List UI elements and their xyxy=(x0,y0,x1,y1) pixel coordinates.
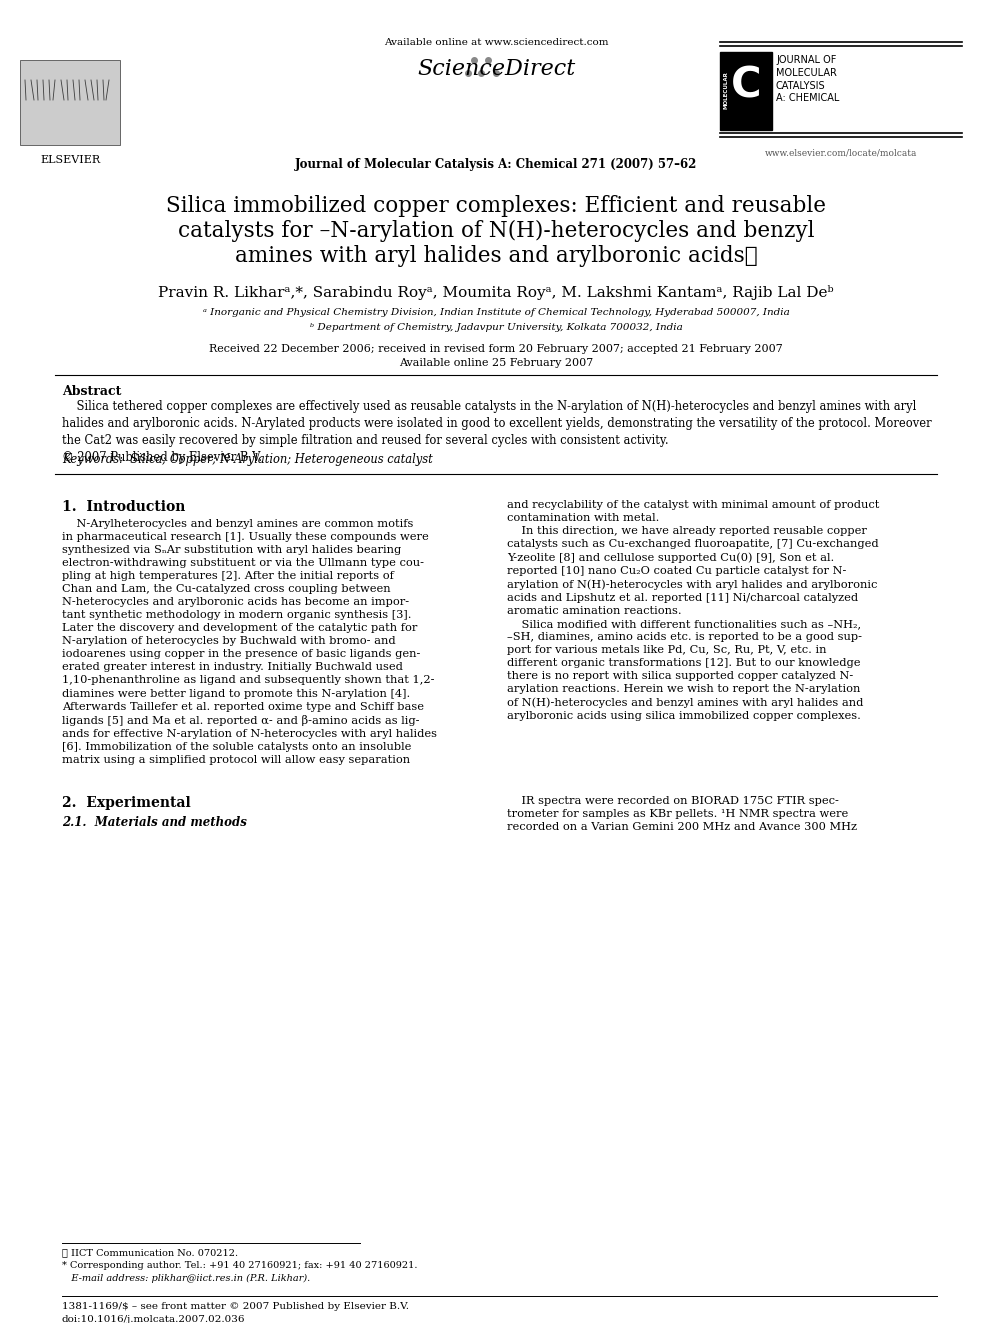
Text: 2.  Experimental: 2. Experimental xyxy=(62,796,190,810)
Text: 1.  Introduction: 1. Introduction xyxy=(62,500,186,515)
Text: Silica immobilized copper complexes: Efficient and reusable: Silica immobilized copper complexes: Eff… xyxy=(166,194,826,217)
Text: Silica tethered copper complexes are effectively used as reusable catalysts in t: Silica tethered copper complexes are eff… xyxy=(62,400,931,464)
Text: Available online at www.sciencedirect.com: Available online at www.sciencedirect.co… xyxy=(384,38,608,48)
Text: Keywords:  Silica; Copper; N-Arylation; Heterogeneous catalyst: Keywords: Silica; Copper; N-Arylation; H… xyxy=(62,452,433,466)
Text: 2.1.  Materials and methods: 2.1. Materials and methods xyxy=(62,816,247,830)
Text: ᵃ Inorganic and Physical Chemistry Division, Indian Institute of Chemical Techno: ᵃ Inorganic and Physical Chemistry Divis… xyxy=(202,308,790,318)
Text: Pravin R. Likharᵃ,*, Sarabindu Royᵃ, Moumita Royᵃ, M. Lakshmi Kantamᵃ, Rajib Lal: Pravin R. Likharᵃ,*, Sarabindu Royᵃ, Mou… xyxy=(158,284,834,300)
Text: Available online 25 February 2007: Available online 25 February 2007 xyxy=(399,359,593,368)
Text: * Corresponding author. Tel.: +91 40 27160921; fax: +91 40 27160921.: * Corresponding author. Tel.: +91 40 271… xyxy=(62,1261,418,1270)
Text: IR spectra were recorded on BIORAD 175C FTIR spec-
trometer for samples as KBr p: IR spectra were recorded on BIORAD 175C … xyxy=(507,796,857,832)
Bar xyxy=(720,52,772,130)
Text: N-Arylheterocycles and benzyl amines are common motifs
in pharmaceutical researc: N-Arylheterocycles and benzyl amines are… xyxy=(62,519,437,765)
Text: C: C xyxy=(731,64,761,106)
Text: 1381-1169/$ – see front matter © 2007 Published by Elsevier B.V.: 1381-1169/$ – see front matter © 2007 Pu… xyxy=(62,1302,409,1311)
Text: Abstract: Abstract xyxy=(62,385,121,398)
Text: E-mail address: plikhar@iict.res.in (P.R. Likhar).: E-mail address: plikhar@iict.res.in (P.R… xyxy=(62,1274,310,1283)
Text: ★ IICT Communication No. 070212.: ★ IICT Communication No. 070212. xyxy=(62,1248,238,1257)
Text: ScienceDirect: ScienceDirect xyxy=(417,58,575,79)
Text: ᵇ Department of Chemistry, Jadavpur University, Kolkata 700032, India: ᵇ Department of Chemistry, Jadavpur Univ… xyxy=(310,323,682,332)
Text: www.elsevier.com/locate/molcata: www.elsevier.com/locate/molcata xyxy=(765,148,918,157)
Bar xyxy=(20,60,120,146)
Text: and recyclability of the catalyst with minimal amount of product
contamination w: and recyclability of the catalyst with m… xyxy=(507,500,879,721)
Text: JOURNAL OF
MOLECULAR
CATALYSIS
A: CHEMICAL: JOURNAL OF MOLECULAR CATALYSIS A: CHEMIC… xyxy=(776,56,839,103)
Text: doi:10.1016/j.molcata.2007.02.036: doi:10.1016/j.molcata.2007.02.036 xyxy=(62,1315,245,1323)
Text: catalysts for –N-arylation of N(H)-heterocycles and benzyl: catalysts for –N-arylation of N(H)-heter… xyxy=(178,220,814,242)
Text: Journal of Molecular Catalysis A: Chemical 271 (2007) 57–62: Journal of Molecular Catalysis A: Chemic… xyxy=(295,157,697,171)
Text: amines with aryl halides and arylboronic acids★: amines with aryl halides and arylboronic… xyxy=(235,245,757,267)
Text: ELSEVIER: ELSEVIER xyxy=(40,155,100,165)
Text: Received 22 December 2006; received in revised form 20 February 2007; accepted 2: Received 22 December 2006; received in r… xyxy=(209,344,783,355)
Text: MOLECULAR: MOLECULAR xyxy=(724,71,729,108)
